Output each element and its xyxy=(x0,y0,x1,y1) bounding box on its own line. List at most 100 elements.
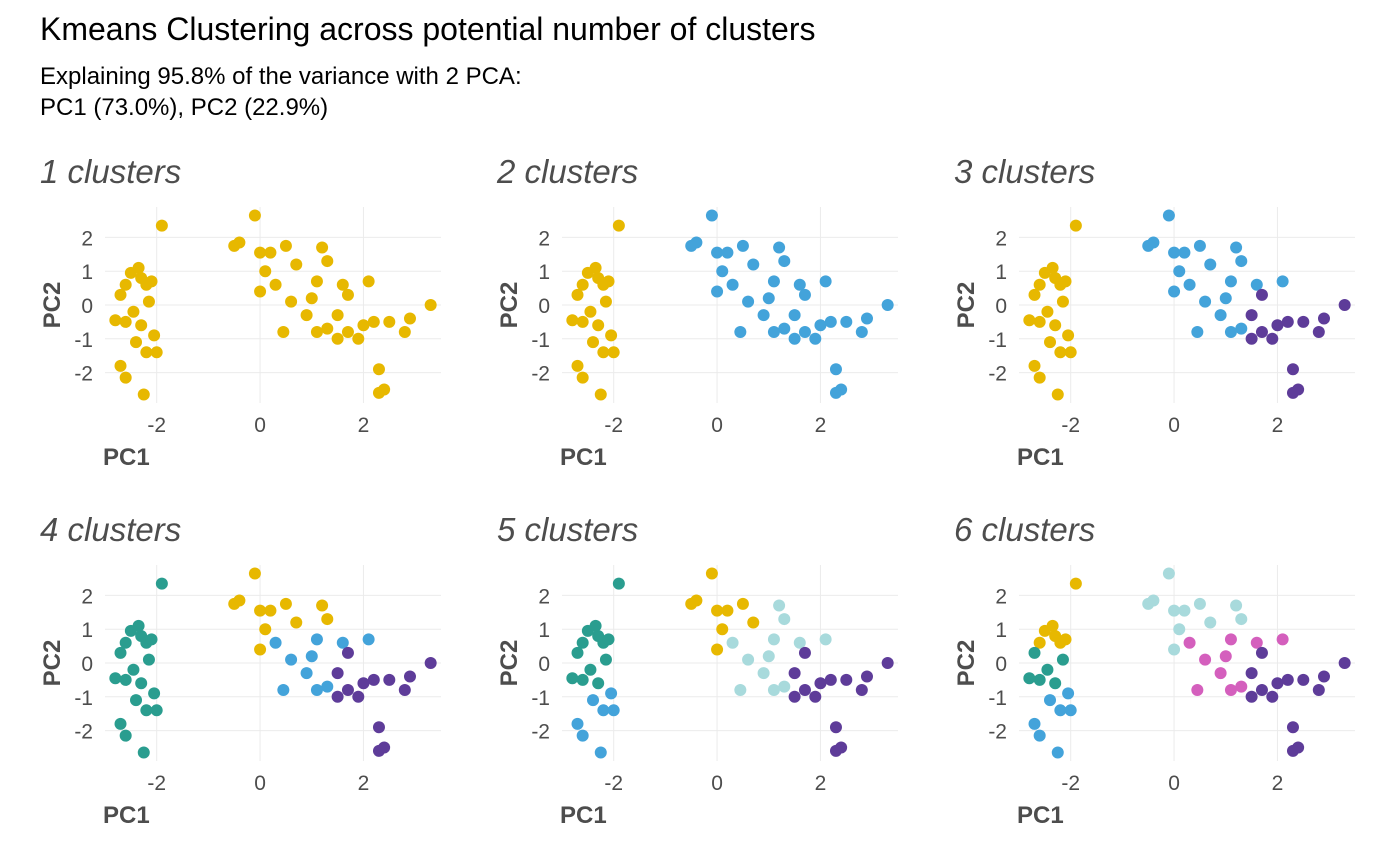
point xyxy=(279,239,292,252)
point xyxy=(762,650,775,663)
point xyxy=(1312,684,1325,697)
point xyxy=(305,650,318,663)
point xyxy=(571,646,584,659)
point xyxy=(1230,241,1243,254)
point xyxy=(1255,684,1268,697)
point xyxy=(602,275,615,288)
point xyxy=(140,704,153,717)
point xyxy=(1162,209,1175,222)
point xyxy=(150,346,163,359)
point xyxy=(1064,346,1077,359)
point xyxy=(587,336,600,349)
x-tick-label: 2 xyxy=(1272,414,1284,437)
point xyxy=(747,616,760,629)
point xyxy=(742,295,755,308)
point xyxy=(1049,677,1062,690)
x-axis-title: PC1 xyxy=(1017,802,1064,829)
y-axis-title: PC2 xyxy=(39,282,66,329)
point xyxy=(1297,315,1310,328)
point xyxy=(1235,255,1248,268)
point xyxy=(1046,261,1059,274)
point xyxy=(1286,363,1299,376)
point xyxy=(254,604,267,617)
point xyxy=(814,319,827,332)
point xyxy=(594,746,607,759)
point xyxy=(599,653,612,666)
point xyxy=(1168,246,1181,259)
point xyxy=(829,721,842,734)
point xyxy=(130,694,143,707)
point xyxy=(119,371,132,384)
point xyxy=(1214,309,1227,322)
point xyxy=(571,717,584,730)
point xyxy=(1193,597,1206,610)
point xyxy=(1033,673,1046,686)
x-tick-label: 0 xyxy=(254,772,266,795)
point xyxy=(576,673,589,686)
point xyxy=(1297,673,1310,686)
point xyxy=(576,371,589,384)
point xyxy=(1199,295,1212,308)
point xyxy=(1183,278,1196,291)
point xyxy=(254,246,267,259)
point xyxy=(254,643,267,656)
y-tick-label: 1 xyxy=(538,261,550,284)
y-axis-title: PC2 xyxy=(39,640,66,687)
point xyxy=(1250,636,1263,649)
point xyxy=(114,717,127,730)
point xyxy=(721,246,734,259)
point xyxy=(1142,239,1155,252)
point xyxy=(1028,288,1041,301)
point xyxy=(711,604,724,617)
point xyxy=(736,239,749,252)
point xyxy=(321,322,334,335)
x-tick-label: -2 xyxy=(604,414,623,437)
point xyxy=(1162,567,1175,580)
point xyxy=(119,673,132,686)
point xyxy=(331,667,344,680)
y-tick-label: -1 xyxy=(74,329,93,352)
point xyxy=(587,694,600,707)
point xyxy=(135,319,148,332)
y-axis-title: PC2 xyxy=(953,640,980,687)
point xyxy=(352,332,365,345)
point xyxy=(1041,305,1054,318)
y-tick-label: 2 xyxy=(995,585,1007,608)
point xyxy=(705,209,718,222)
point xyxy=(721,604,734,617)
point xyxy=(140,346,153,359)
point xyxy=(132,261,145,274)
panel-title: 2 clusters xyxy=(496,153,638,190)
point xyxy=(824,315,837,328)
point xyxy=(1168,285,1181,298)
point xyxy=(1219,650,1232,663)
point xyxy=(228,239,241,252)
point xyxy=(362,275,375,288)
x-axis-title: PC1 xyxy=(560,444,607,471)
point xyxy=(135,271,148,284)
point xyxy=(767,326,780,339)
point xyxy=(1046,619,1059,632)
point xyxy=(881,657,894,669)
point xyxy=(310,326,323,339)
point xyxy=(1245,667,1258,680)
point xyxy=(336,636,349,649)
y-tick-label: -1 xyxy=(74,687,93,710)
point xyxy=(1250,278,1263,291)
point xyxy=(336,278,349,291)
point xyxy=(711,285,724,298)
point xyxy=(1033,371,1046,384)
point xyxy=(757,667,770,680)
point xyxy=(778,322,791,335)
y-tick-label: 2 xyxy=(81,585,93,608)
point xyxy=(592,319,605,332)
point xyxy=(773,241,786,254)
point xyxy=(362,633,375,646)
x-tick-label: 2 xyxy=(815,772,827,795)
point xyxy=(1338,657,1351,669)
point xyxy=(127,663,140,676)
point xyxy=(135,677,148,690)
point xyxy=(1193,239,1206,252)
point xyxy=(1224,633,1237,646)
point xyxy=(142,295,155,308)
